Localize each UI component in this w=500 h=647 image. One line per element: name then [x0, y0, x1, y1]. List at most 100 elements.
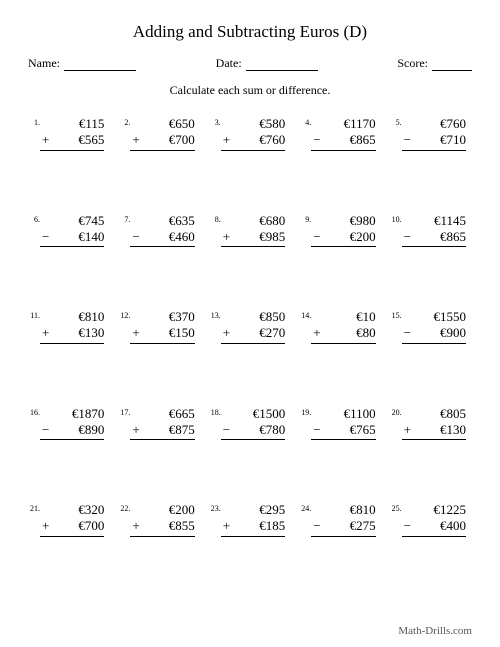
problem: 16.€1870−€890: [28, 406, 110, 441]
problem-rule: [402, 246, 466, 247]
problem-body: €320+€700: [40, 502, 110, 537]
operator: +: [311, 325, 356, 341]
problem-body: €1100−€765: [311, 406, 381, 441]
operand-top: €635: [130, 213, 194, 229]
problem-body: €295+€185: [221, 502, 291, 537]
operand-bottom: €865: [440, 229, 466, 245]
operand-bottom: €200: [350, 229, 376, 245]
problem-rule: [221, 343, 285, 344]
operand-bottom-line: +€130: [402, 422, 466, 438]
operand-bottom-line: +€700: [130, 132, 194, 148]
problem-rule: [40, 439, 104, 440]
problem-rule: [221, 439, 285, 440]
problem-rule: [130, 246, 194, 247]
operator: +: [40, 132, 78, 148]
operator: +: [221, 518, 259, 534]
problem-body: €1550−€900: [402, 309, 472, 344]
operand-bottom: €700: [169, 132, 195, 148]
operator: −: [402, 132, 440, 148]
problem: 25.€1225−€400: [390, 502, 472, 537]
operand-bottom: €130: [440, 422, 466, 438]
operator: −: [40, 422, 78, 438]
operand-bottom-line: −€400: [402, 518, 466, 534]
problem-rule: [40, 536, 104, 537]
problem-body: €810−€275: [311, 502, 381, 537]
problem: 2.€650+€700: [118, 116, 200, 151]
operand-bottom: €270: [259, 325, 285, 341]
problem-rule: [130, 536, 194, 537]
problem-body: €1500−€780: [221, 406, 291, 441]
operand-top: €980: [311, 213, 375, 229]
operator: +: [221, 325, 259, 341]
operand-bottom: €855: [169, 518, 195, 534]
problem-number: 21.: [28, 502, 40, 513]
problem-body: €665+€875: [130, 406, 200, 441]
operand-top: €650: [130, 116, 194, 132]
operand-bottom-line: +€985: [221, 229, 285, 245]
operand-bottom-line: −€140: [40, 229, 104, 245]
problem-body: €850+€270: [221, 309, 291, 344]
operand-bottom: €765: [350, 422, 376, 438]
problem-number: 13.: [209, 309, 221, 320]
operand-bottom: €275: [350, 518, 376, 534]
operator: −: [311, 132, 349, 148]
operand-bottom-line: +€855: [130, 518, 194, 534]
operand-bottom: €185: [259, 518, 285, 534]
problem-rule: [130, 439, 194, 440]
operand-top: €810: [311, 502, 375, 518]
operator: +: [130, 518, 168, 534]
problem-number: 24.: [299, 502, 311, 513]
problem-body: €980−€200: [311, 213, 381, 248]
operand-bottom-line: −€275: [311, 518, 375, 534]
operand-top: €805: [402, 406, 466, 422]
operator: +: [130, 132, 168, 148]
problem-number: 2.: [118, 116, 130, 127]
name-blank[interactable]: [64, 58, 136, 71]
operand-top: €1550: [402, 309, 466, 325]
operand-bottom: €460: [169, 229, 195, 245]
operand-bottom-line: −€865: [402, 229, 466, 245]
operator: −: [40, 229, 78, 245]
problem-rule: [130, 150, 194, 151]
problem-body: €370+€150: [130, 309, 200, 344]
operand-top: €1870: [40, 406, 104, 422]
problem: 1.€115+€565: [28, 116, 110, 151]
problem: 6.€745−€140: [28, 213, 110, 248]
problem-rule: [221, 536, 285, 537]
problem-number: 20.: [390, 406, 402, 417]
score-label: Score:: [397, 56, 428, 71]
header-fields: Name: Date: Score:: [28, 56, 472, 71]
operand-bottom: €150: [169, 325, 195, 341]
problem-body: €10+€80: [311, 309, 381, 344]
operator: +: [402, 422, 440, 438]
problem: 15.€1550−€900: [390, 309, 472, 344]
operand-bottom-line: +€760: [221, 132, 285, 148]
operand-top: €320: [40, 502, 104, 518]
date-blank[interactable]: [246, 58, 318, 71]
problem-number: 9.: [299, 213, 311, 224]
problem-number: 16.: [28, 406, 40, 417]
problem-number: 15.: [390, 309, 402, 320]
problem: 24.€810−€275: [299, 502, 381, 537]
problem-rule: [311, 246, 375, 247]
problem-body: €635−€460: [130, 213, 200, 248]
operand-bottom-line: +€270: [221, 325, 285, 341]
operand-top: €1145: [402, 213, 466, 229]
problem: 12.€370+€150: [118, 309, 200, 344]
operator: +: [130, 422, 168, 438]
date-field: Date:: [216, 56, 318, 71]
problem-rule: [311, 343, 375, 344]
operand-bottom: €900: [440, 325, 466, 341]
operator: −: [402, 518, 440, 534]
problem-rule: [40, 343, 104, 344]
operand-bottom-line: −€460: [130, 229, 194, 245]
operand-top: €665: [130, 406, 194, 422]
operand-bottom-line: −€865: [311, 132, 375, 148]
score-blank[interactable]: [432, 58, 472, 71]
problem-number: 7.: [118, 213, 130, 224]
operand-top: €745: [40, 213, 104, 229]
problem: 19.€1100−€765: [299, 406, 381, 441]
problem: 5.€760−€710: [390, 116, 472, 151]
operator: +: [130, 325, 168, 341]
operator: +: [221, 229, 259, 245]
